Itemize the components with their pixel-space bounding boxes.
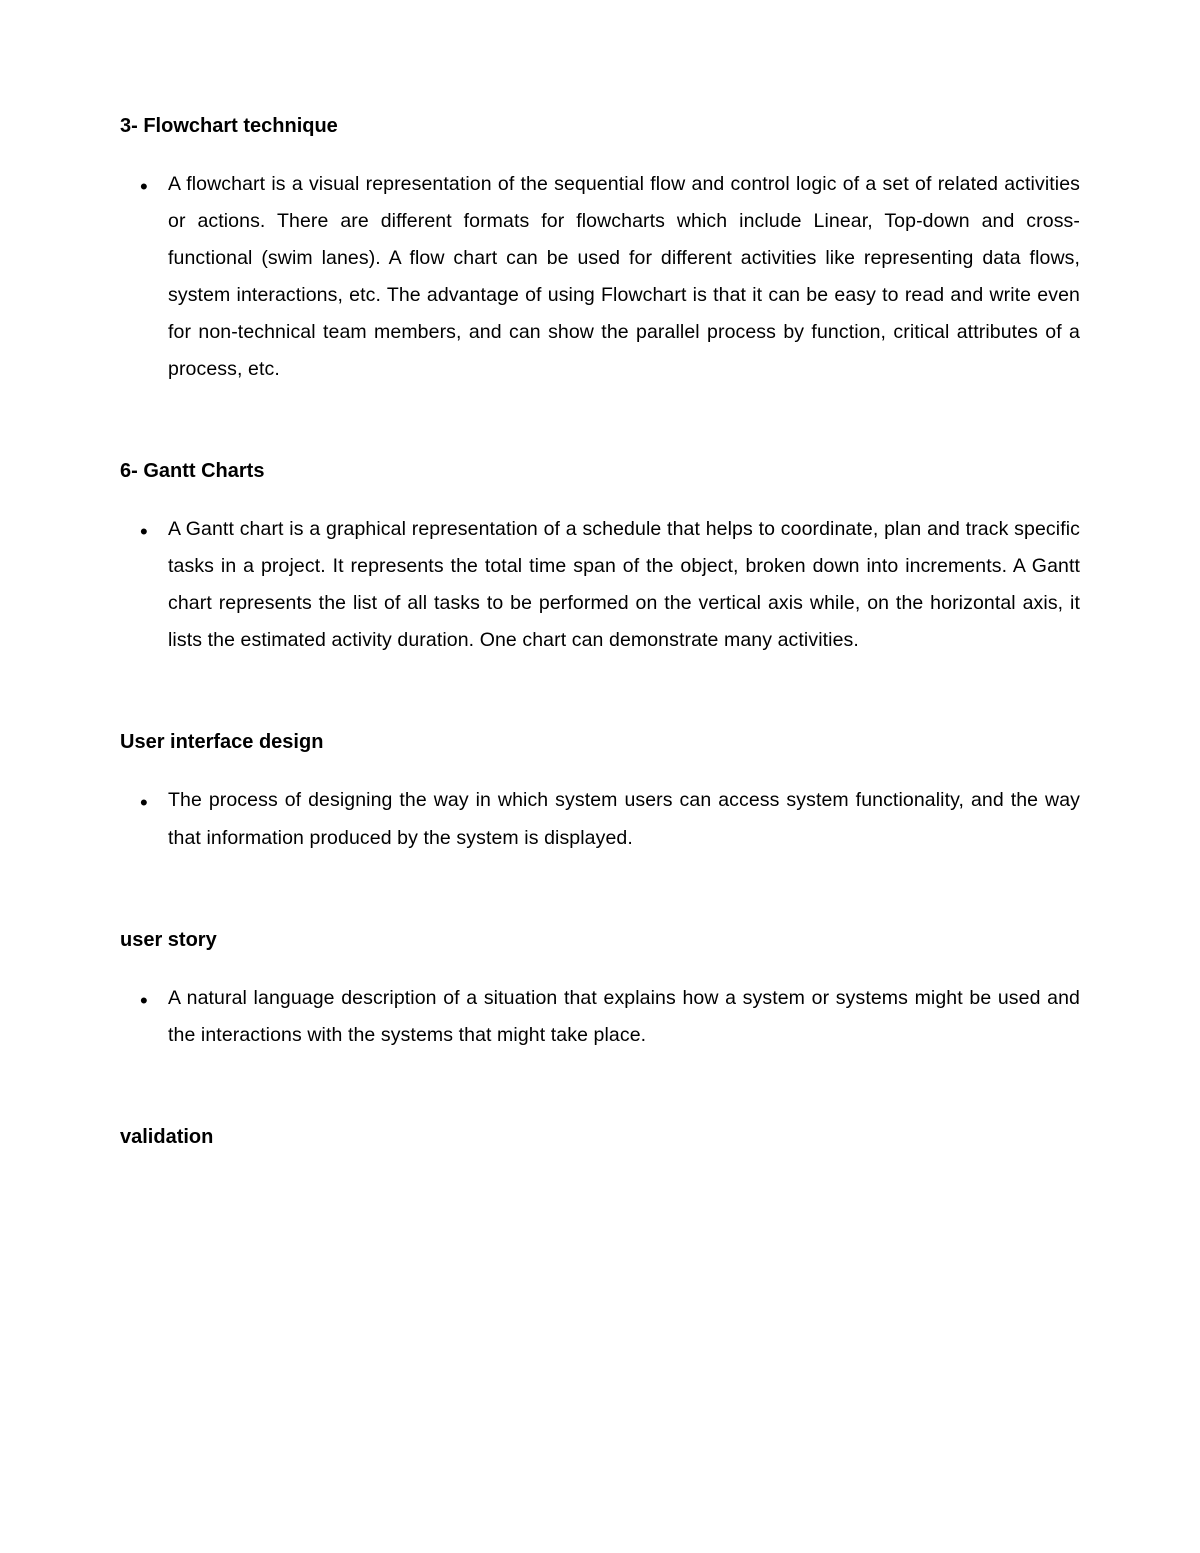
section-validation: validation	[120, 1126, 1080, 1149]
section-flowchart: 3- Flowchart technique A flowchart is a …	[120, 115, 1080, 388]
list-item: A natural language description of a situ…	[168, 980, 1080, 1054]
bullet-list-ui-design: The process of designing the way in whic…	[120, 782, 1080, 856]
heading-user-story: user story	[120, 929, 1080, 952]
list-item: The process of designing the way in whic…	[168, 782, 1080, 856]
section-ui-design: User interface design The process of des…	[120, 731, 1080, 856]
bullet-list-gantt: A Gantt chart is a graphical representat…	[120, 511, 1080, 659]
heading-ui-design: User interface design	[120, 731, 1080, 754]
heading-flowchart: 3- Flowchart technique	[120, 115, 1080, 138]
section-user-story: user story A natural language descriptio…	[120, 929, 1080, 1054]
list-item: A Gantt chart is a graphical representat…	[168, 511, 1080, 659]
heading-gantt: 6- Gantt Charts	[120, 460, 1080, 483]
list-item: A flowchart is a visual representation o…	[168, 166, 1080, 388]
section-gantt: 6- Gantt Charts A Gantt chart is a graph…	[120, 460, 1080, 659]
bullet-list-user-story: A natural language description of a situ…	[120, 980, 1080, 1054]
bullet-list-flowchart: A flowchart is a visual representation o…	[120, 166, 1080, 388]
heading-validation: validation	[120, 1126, 1080, 1149]
